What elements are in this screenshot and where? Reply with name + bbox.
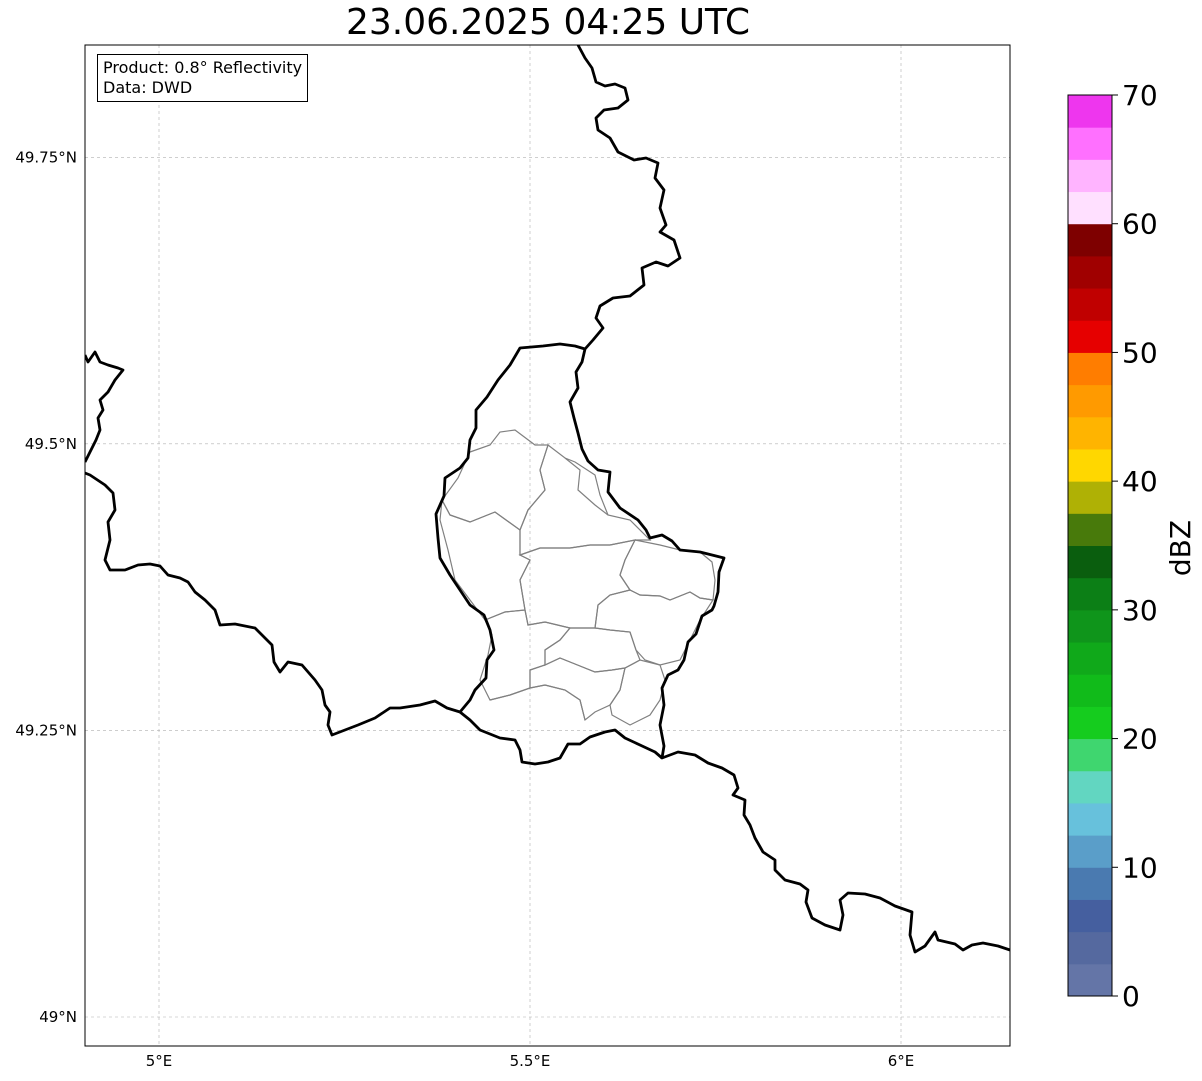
colorbar-swatch xyxy=(1068,384,1112,418)
x-tick-label: 5.5°E xyxy=(510,1052,551,1070)
y-tick-label: 49°N xyxy=(39,1008,77,1026)
x-tick-label: 5°E xyxy=(146,1052,173,1070)
colorbar-tick-label: 30 xyxy=(1122,594,1158,627)
colorbar-tick-label: 20 xyxy=(1122,723,1158,756)
colorbar-tick-label: 10 xyxy=(1122,851,1158,884)
colorbar-swatch xyxy=(1068,931,1112,965)
colorbar-swatch xyxy=(1068,320,1112,353)
luxembourg-districts xyxy=(439,429,716,726)
colorbar-swatch xyxy=(1068,545,1112,579)
colorbar-swatch xyxy=(1068,481,1112,514)
colorbar-swatch xyxy=(1068,642,1112,675)
colorbar-tick-label: 0 xyxy=(1122,980,1140,1013)
colorbar-swatch xyxy=(1068,706,1112,740)
colorbar-swatch xyxy=(1068,899,1112,933)
product-info-box: Product: 0.8° Reflectivity Data: DWD xyxy=(97,54,309,102)
colorbar-swatch xyxy=(1068,577,1112,611)
colorbar-tick-label: 60 xyxy=(1122,208,1158,241)
colorbar-swatch xyxy=(1068,835,1112,868)
colorbar-swatch xyxy=(1068,738,1112,772)
product-label: Product: 0.8° Reflectivity xyxy=(103,58,303,77)
colorbar: 0 10 20 30 40 50 60 70 xyxy=(1067,79,1158,1013)
colorbar-swatch xyxy=(1068,416,1112,450)
colorbar-swatch xyxy=(1068,191,1112,225)
colorbar-swatch xyxy=(1068,95,1112,128)
country-borders xyxy=(85,45,1010,954)
y-axis-ticks: 49°N49.25°N49.5°N49.75°N50°N50.25°N50.5°… xyxy=(15,148,77,1026)
colorbar-swatch xyxy=(1068,127,1112,160)
colorbar-swatch xyxy=(1068,352,1112,386)
colorbar-frame xyxy=(1067,94,1113,997)
map-plot-area xyxy=(85,45,1010,1046)
x-axis-ticks: 5°E5.5°E6°E6.5°E7°E xyxy=(146,1052,915,1070)
y-tick-label: 49.75°N xyxy=(15,148,77,166)
colorbar-swatch xyxy=(1068,223,1112,257)
colorbar-label: dBZ xyxy=(1164,520,1197,576)
x-tick-label: 6°E xyxy=(888,1052,915,1070)
colorbar-swatch xyxy=(1068,513,1112,546)
colorbar-swatch xyxy=(1068,255,1112,289)
colorbar-swatch xyxy=(1068,609,1112,643)
colorbar-swatch xyxy=(1068,674,1112,707)
data-source-label: Data: DWD xyxy=(103,78,193,97)
colorbar-swatch xyxy=(1068,288,1112,321)
colorbar-swatch xyxy=(1068,159,1112,193)
colorbar-swatch xyxy=(1068,770,1112,804)
y-tick-label: 49.5°N xyxy=(25,435,77,453)
colorbar-swatch xyxy=(1068,963,1112,997)
colorbar-swatch xyxy=(1068,867,1112,900)
grid-lines xyxy=(85,45,1010,1046)
colorbar-swatch xyxy=(1068,802,1112,836)
colorbar-tick-label: 50 xyxy=(1122,336,1158,369)
map-frame xyxy=(84,44,1011,1047)
map-title: 23.06.2025 04:25 UTC xyxy=(345,2,751,43)
colorbar-tick-label: 40 xyxy=(1122,465,1158,498)
colorbar-tick-label: 70 xyxy=(1122,79,1158,112)
y-tick-label: 49.25°N xyxy=(15,721,77,739)
colorbar-swatch xyxy=(1068,448,1112,482)
